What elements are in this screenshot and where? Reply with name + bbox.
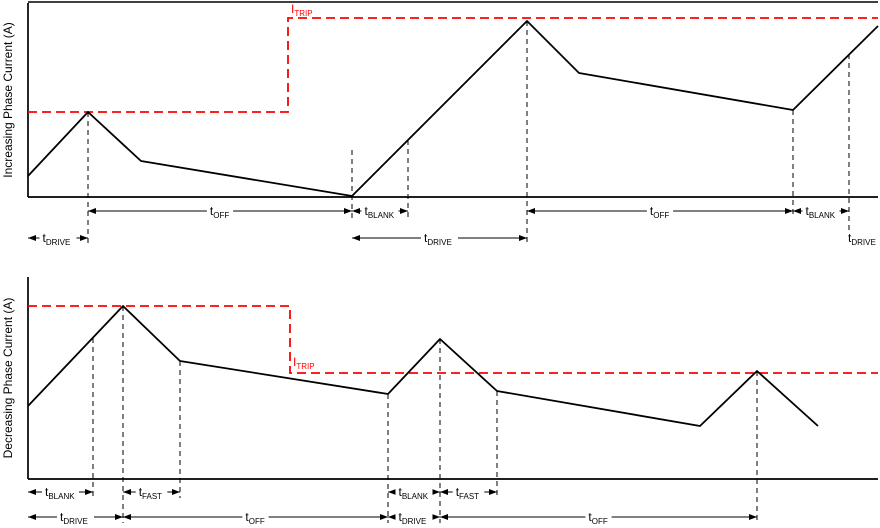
timing-label: tOFF: [650, 204, 669, 220]
plot-area-decreasing: ITRIP tBLANK tFAST tBLANK tFAST tDRIVE tOFF tDR…: [27, 277, 878, 526]
itrip-label: ITRIP: [291, 2, 313, 18]
timing-label: tDRIVE: [399, 510, 427, 526]
y-axis-label-increasing: Increasing Phase Current (A): [1, 22, 15, 177]
plot-area-increasing: ITRIP tOFF tBLANK tOFF tBLANK tDRIVE tDRIVE tDR…: [27, 1, 880, 247]
y-axis-label-decreasing: Decreasing Phase Current (A): [1, 298, 15, 459]
itrip-threshold-line: [28, 305, 878, 374]
label-background: [395, 510, 433, 524]
label-background: [452, 485, 485, 499]
timing-label: tDRIVE: [43, 231, 71, 247]
timing-label: tDRIVE: [848, 231, 876, 247]
phase-current-waveform: [27, 20, 879, 197]
timing-label: tDRIVE: [424, 231, 452, 247]
label-background: [361, 204, 399, 218]
label-background: [646, 204, 674, 218]
label-background: [845, 231, 880, 245]
timing-label: tFAST: [456, 485, 479, 501]
itrip-label: ITRIP: [293, 355, 315, 371]
label-background: [395, 485, 433, 499]
timing-label: tOFF: [245, 510, 264, 526]
label-background: [135, 485, 168, 499]
itrip-threshold-line: [28, 17, 878, 113]
timing-label: tOFF: [588, 510, 607, 526]
label-background: [242, 510, 269, 524]
decreasing-phase-current-panel: Decreasing Phase Current (A) ITRIP tBLANK…: [1, 277, 878, 526]
timing-label: tOFF: [210, 204, 229, 220]
timing-label: tBLANK: [45, 485, 75, 501]
label-background: [802, 204, 840, 218]
label-background: [585, 510, 612, 524]
timing-label: tFAST: [139, 485, 162, 501]
label-background: [206, 204, 234, 218]
timing-label: tBLANK: [365, 204, 395, 220]
label-background: [39, 231, 77, 245]
phase-current-waveform: [27, 305, 819, 427]
timing-label: tBLANK: [806, 204, 836, 220]
timing-label: tBLANK: [399, 485, 429, 501]
increasing-phase-current-panel: Increasing Phase Current (A) ITRIP tOFF tB…: [1, 1, 880, 247]
timing-label: tDRIVE: [60, 510, 88, 526]
label-background: [42, 485, 79, 499]
label-background: [421, 231, 458, 245]
label-background: [57, 510, 94, 524]
